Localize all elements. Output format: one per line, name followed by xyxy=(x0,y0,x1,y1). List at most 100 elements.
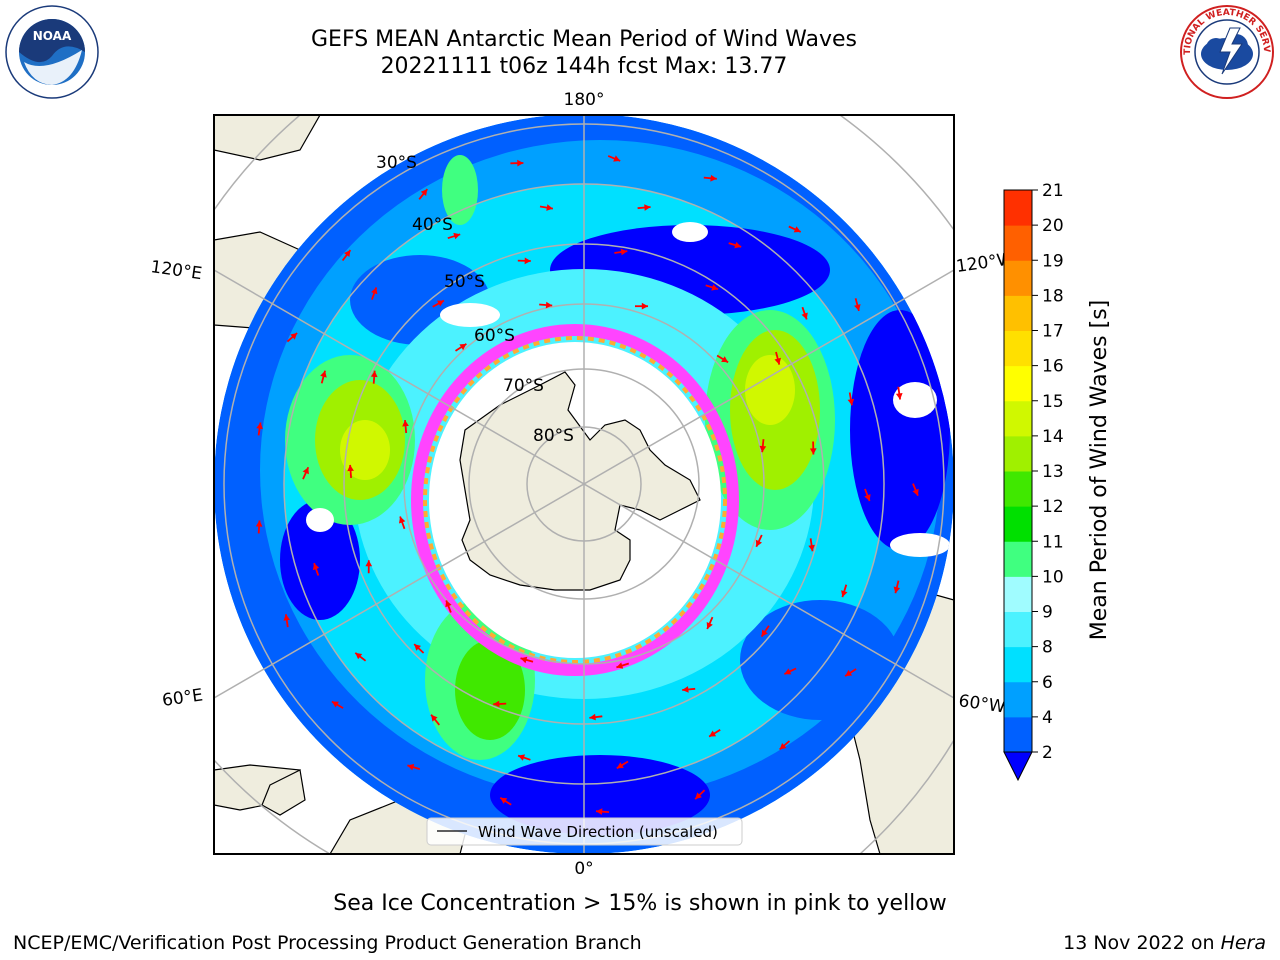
wave-direction-arrowhead xyxy=(517,159,524,167)
wave-direction-arrowhead xyxy=(809,448,817,455)
wave-direction-arrowhead xyxy=(841,590,848,598)
machine-name: Hera xyxy=(1220,932,1266,954)
colorbar-segment xyxy=(1004,576,1032,612)
wave-direction-arrowhead xyxy=(845,669,853,677)
wave-direction-arrowhead xyxy=(589,713,596,721)
wave-direction-arrowhead xyxy=(347,464,354,472)
wave-direction-arrowhead xyxy=(847,398,855,406)
colorbar-tick-label: 9 xyxy=(1042,603,1053,623)
colorbar-segment xyxy=(1004,400,1032,437)
colorbar-tick-label: 19 xyxy=(1042,251,1064,271)
wave-direction-arrowhead xyxy=(518,754,525,761)
colorbar-tick-label: 17 xyxy=(1042,322,1064,342)
wave-direction-arrowhead xyxy=(370,370,378,378)
noaa-logo-icon: NOAA xyxy=(5,5,99,99)
colorbar-tick-label: 2 xyxy=(1042,743,1053,763)
wave-direction-arrowhead xyxy=(709,730,717,737)
wave-direction-arrowhead xyxy=(493,700,500,708)
wave-direction-arrowhead xyxy=(755,539,762,547)
wave-direction-arrowhead xyxy=(320,370,327,378)
wave-direction-arrowhead xyxy=(453,232,461,240)
colorbar-tick-label: 6 xyxy=(1042,673,1053,693)
chart-title: GEFS MEAN Antarctic Mean Period of Wind … xyxy=(311,27,857,52)
wave-direction-arrowhead xyxy=(682,686,689,693)
wave-direction-arrowhead xyxy=(459,343,467,351)
lat-label-50s: 50°S xyxy=(444,272,485,292)
colorbar-segment xyxy=(1004,646,1032,683)
lon-label-60e: 60°E xyxy=(161,685,204,710)
colorbar-tick-label: 4 xyxy=(1042,708,1053,728)
wave-direction-arrowhead xyxy=(793,226,801,233)
wave-direction-arrowhead xyxy=(256,422,263,430)
colorbar-label: Mean Period of Wind Waves [s] xyxy=(1087,300,1112,640)
wave-direction-arrowhead xyxy=(721,356,729,363)
wave-direction-arrowhead xyxy=(864,494,871,501)
colorbar-segment xyxy=(1004,435,1032,472)
wave-direction-arrowhead xyxy=(711,284,719,291)
wave-direction-arrowhead xyxy=(706,622,713,629)
colorbar-tick-label: 14 xyxy=(1042,427,1064,447)
wave-direction-arrowhead xyxy=(784,668,792,675)
colorbar-tick-label: 12 xyxy=(1042,497,1064,517)
wave-direction-arrowhead xyxy=(710,174,717,182)
map-frame xyxy=(213,114,955,855)
wave-direction-arrowhead xyxy=(414,644,421,651)
colorbar-segment xyxy=(1004,330,1032,367)
colorbar-segment xyxy=(1004,716,1032,753)
colorbar-tick-label: 10 xyxy=(1042,567,1064,587)
colorbar-segment xyxy=(1004,365,1032,402)
lon-label-60w: 60°W xyxy=(957,691,1006,717)
wave-direction-arrowhead xyxy=(331,701,339,708)
wave-direction-arrowhead xyxy=(616,762,624,769)
wave-direction-arrowhead xyxy=(420,189,428,196)
wind-wave-arrows xyxy=(255,155,919,815)
noaa-logo-text: NOAA xyxy=(33,29,72,43)
colorbar-segment xyxy=(1004,471,1032,507)
wave-direction-arrowhead xyxy=(779,743,787,750)
wave-direction-arrowhead xyxy=(616,662,624,669)
wave-direction-arrowhead xyxy=(596,808,603,815)
credit-line: NCEP/EMC/Verification Post Processing Pr… xyxy=(13,932,642,954)
lon-label-180: 180° xyxy=(564,90,605,110)
wave-direction-arrowhead xyxy=(312,563,320,571)
chart-subtitle: 20221111 t06z 144h fcst Max: 13.77 xyxy=(380,54,788,79)
colorbar-tick-label: 16 xyxy=(1042,357,1064,377)
wave-direction-arrowhead xyxy=(912,488,919,496)
colorbar-segment xyxy=(1004,225,1032,261)
wave-direction-arrowhead xyxy=(734,241,742,249)
wave-direction-arrowhead xyxy=(641,302,648,310)
wave-direction-arrowhead xyxy=(854,304,861,311)
wave-direction-arrowhead xyxy=(365,560,373,567)
colorbar-underflow xyxy=(1003,751,1033,782)
wave-direction-arrowhead xyxy=(761,629,768,637)
colorbar: 2 4 6 8 9 10 11 12 13 14 15 16 17 18 19 20 21 xyxy=(1003,181,1064,782)
colorbar-segment xyxy=(1004,506,1032,542)
wave-direction-arrowhead xyxy=(283,614,291,621)
lat-label-30s: 30°S xyxy=(376,153,417,173)
wave-direction-arrowhead xyxy=(895,393,903,400)
colorbar-segment xyxy=(1004,681,1032,718)
wave-direction-arrowhead xyxy=(355,652,363,660)
wave-direction-arrowhead xyxy=(620,248,628,256)
wave-direction-arrowhead xyxy=(520,656,528,664)
lat-label-60s: 60°S xyxy=(474,326,515,346)
wave-direction-arrowhead xyxy=(893,586,901,594)
legend-label: Wind Wave Direction (unscaled) xyxy=(478,823,718,841)
wave-direction-arrowhead xyxy=(399,516,406,524)
colorbar-tick-label: 20 xyxy=(1042,216,1064,236)
graticule-outer xyxy=(214,115,954,854)
lat-label-80s: 80°S xyxy=(533,426,574,446)
colorbar-tick-label: 21 xyxy=(1042,181,1064,201)
lat-label-40s: 40°S xyxy=(412,215,453,235)
wave-direction-arrowhead xyxy=(431,714,438,722)
wave-direction-arrowhead xyxy=(801,312,808,320)
lon-label-120e: 120°E xyxy=(149,257,203,284)
wave-direction-arrowhead xyxy=(546,204,553,211)
nws-logo-icon: NATIONAL WEATHER SERVICE xyxy=(1178,4,1274,99)
wave-direction-arrowhead xyxy=(545,301,553,309)
colorbar-segment xyxy=(1004,611,1032,648)
colorbar-segment xyxy=(1004,295,1032,331)
map-legend: Wind Wave Direction (unscaled) xyxy=(426,817,743,846)
colorbar-tick-label: 15 xyxy=(1042,392,1064,412)
